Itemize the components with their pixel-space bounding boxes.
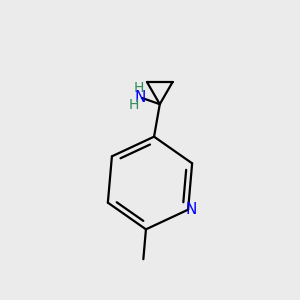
Text: H: H [134,81,144,95]
Text: N: N [185,202,197,217]
Text: N: N [134,91,146,106]
Text: H: H [128,98,139,112]
